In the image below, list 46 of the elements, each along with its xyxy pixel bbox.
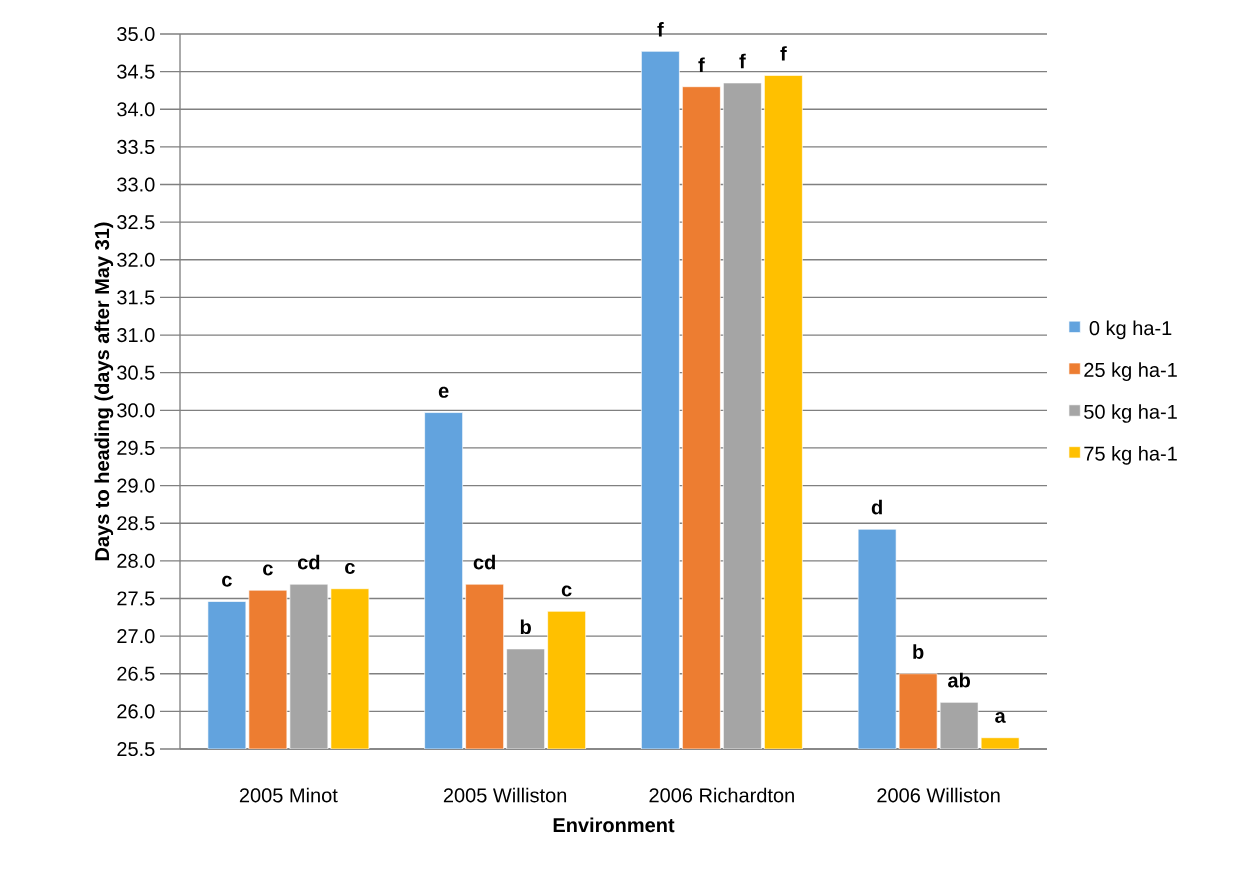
data-label: f [739, 53, 746, 69]
data-label: e [438, 386, 449, 398]
y-tick-label: 30.0 [117, 403, 155, 418]
y-tick-label: 32.0 [117, 252, 155, 267]
data-label: cd [297, 554, 320, 570]
y-axis-title: Days to heading (days after May 31) [94, 222, 114, 561]
y-tick-label: 27.0 [117, 629, 155, 644]
data-label: f [698, 57, 705, 72]
x-tick-label: 2006 Richardton [649, 787, 794, 803]
y-tick-label: 28.5 [117, 516, 155, 531]
y-tick-label: 33.5 [117, 139, 155, 154]
x-tick-label: 2005 Minot [239, 787, 338, 803]
legend-label: 50 kg ha-1 [1084, 404, 1177, 423]
x-axis-title: Environment [553, 817, 675, 833]
data-label: c [263, 564, 273, 576]
y-tick-label: 31.5 [117, 290, 155, 305]
y-tick-label: 34.0 [117, 102, 155, 117]
y-tick-label: 26.5 [117, 666, 155, 681]
legend-label: 25 kg ha-1 [1084, 362, 1177, 381]
legend-label: 75 kg ha-1 [1084, 445, 1177, 465]
y-tick-label: 33.0 [117, 177, 155, 192]
y-tick-label: 30.5 [117, 365, 155, 380]
y-tick-label: 32.5 [117, 215, 155, 230]
data-label: d [871, 499, 882, 515]
data-label: c [561, 585, 572, 597]
data-label: c [345, 562, 355, 574]
y-tick-label: 28.0 [117, 553, 155, 568]
data-label: f [780, 46, 787, 61]
data-label: c [222, 575, 232, 587]
x-tick-label: 2005 Williston [443, 787, 567, 803]
data-label: a [995, 711, 1006, 723]
y-tick-label: 31.0 [117, 327, 155, 343]
y-tick-label: 34.5 [117, 64, 155, 79]
y-tick-label: 35.0 [117, 26, 155, 42]
y-tick-label: 26.0 [117, 704, 155, 719]
y-tick-label: 29.0 [117, 478, 155, 493]
data-label: ab [948, 672, 970, 688]
data-label: b [913, 644, 924, 659]
data-label: b [520, 619, 531, 635]
y-tick-label: 29.5 [117, 440, 155, 456]
legend-label: 0 kg ha-1 [1089, 320, 1172, 340]
x-tick-label: 2006 Williston [877, 787, 1000, 803]
data-label: cd [473, 554, 495, 570]
y-tick-label: 25.5 [117, 741, 155, 757]
y-tick-label: 27.5 [117, 591, 155, 606]
data-label: f [657, 22, 664, 37]
